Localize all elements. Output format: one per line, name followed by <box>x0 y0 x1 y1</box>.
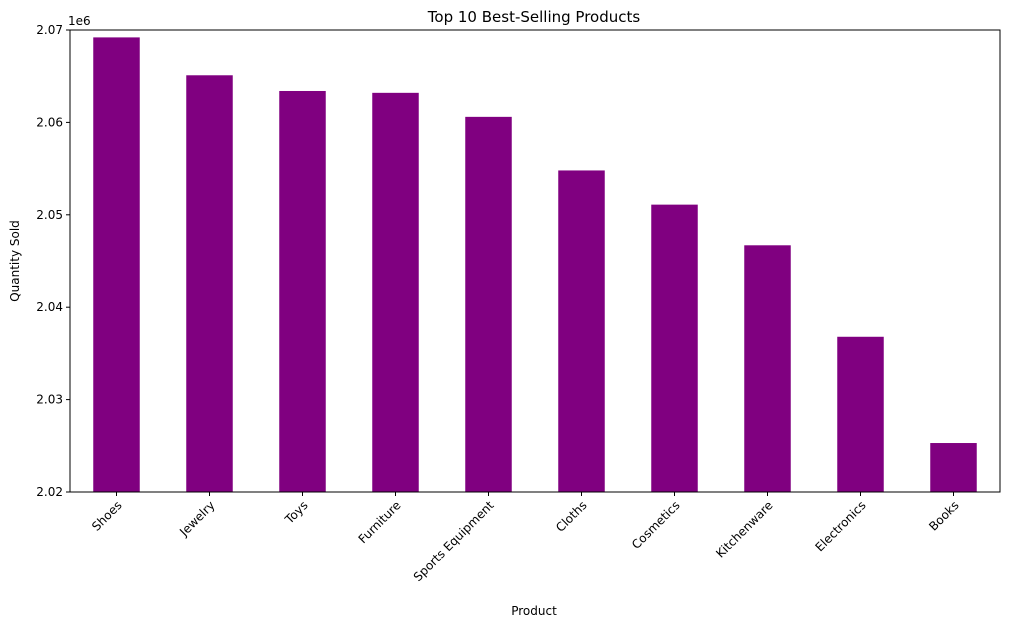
x-tick-label: Jewelry <box>176 498 217 539</box>
x-tick-label: Cloths <box>553 498 590 535</box>
x-ticks-group: Shoes Jewelry Toys Furniture Sports Equipmen… <box>89 492 962 584</box>
y-offset-label: 1e6 <box>68 14 91 28</box>
y-tick-label: 2.02 <box>36 485 63 499</box>
y-tick-label: 2.04 <box>36 300 63 314</box>
chart-title: Top 10 Best-Selling Products <box>427 8 641 26</box>
x-tick-label: Books <box>926 498 961 533</box>
bar-electronics <box>837 336 884 492</box>
x-tick-label: Toys <box>282 498 311 527</box>
plot-frame <box>69 29 1001 493</box>
bar-books <box>930 443 977 492</box>
y-tick-label: 2.05 <box>36 208 63 222</box>
x-tick-label: Kitchenware <box>713 498 775 560</box>
bar-shoes <box>93 37 140 492</box>
y-tick-label: 2.03 <box>36 393 63 407</box>
x-tick-label: Sports Equipment <box>411 498 497 584</box>
bars-group <box>93 37 977 493</box>
x-tick-label: Furniture <box>356 498 404 546</box>
x-tick-label: Cosmetics <box>629 498 683 552</box>
bar-jewelry <box>186 75 233 492</box>
x-axis-label: Product <box>511 604 557 618</box>
bar-kitchenware <box>744 245 791 492</box>
bar-cloths <box>558 170 605 492</box>
bar-furniture <box>372 92 419 492</box>
y-tick-label: 2.06 <box>36 115 63 129</box>
x-tick-label: Shoes <box>89 498 124 533</box>
y-axis-label: Quantity Sold <box>8 220 22 302</box>
y-tick-label: 2.07 <box>36 23 63 37</box>
bar-cosmetics <box>651 204 698 493</box>
y-ticks-group: 2.02 2.03 2.04 2.05 2.06 2.07 <box>36 23 70 499</box>
bar-sports-equipment <box>465 116 512 492</box>
x-tick-label: Electronics <box>812 498 868 554</box>
bar-toys <box>279 90 326 492</box>
